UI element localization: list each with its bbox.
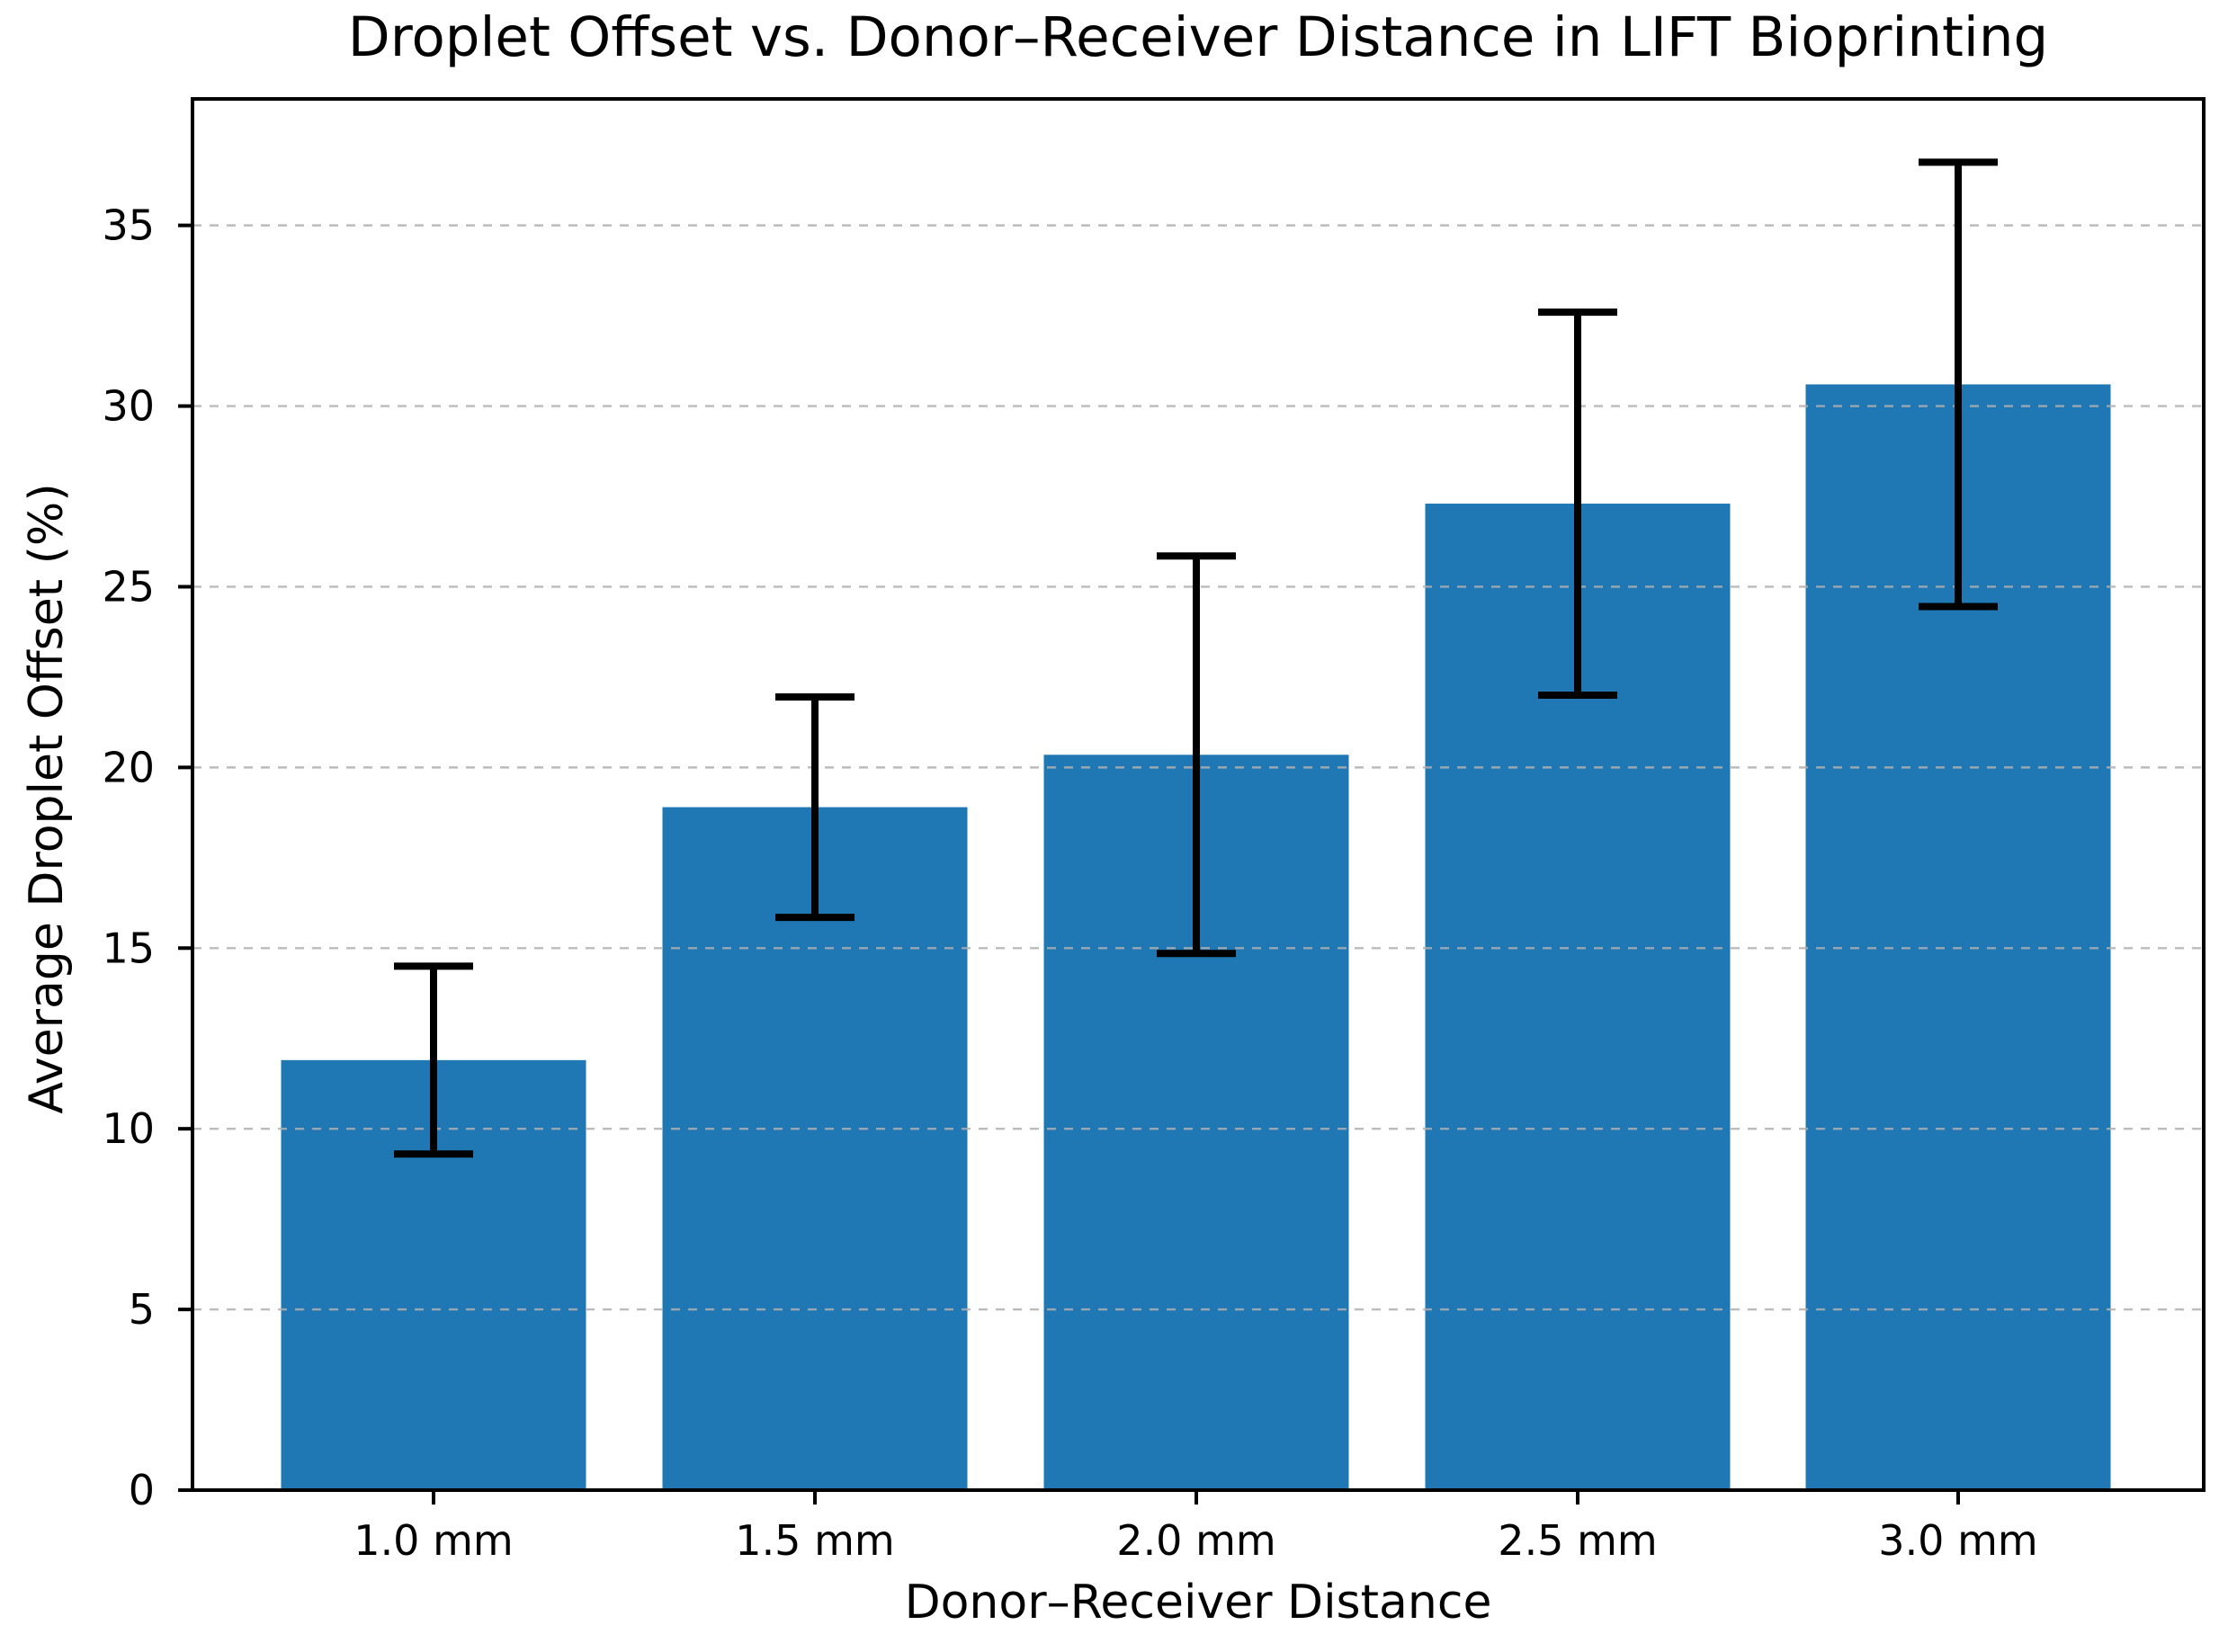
- x-tick-label-2.5-mm: 2.5 mm: [1498, 1516, 1657, 1565]
- bar-1.5-mm: [662, 807, 968, 1490]
- x-tick-label-1.5-mm: 1.5 mm: [735, 1516, 894, 1565]
- chart-title: Droplet Offset vs. Donor–Receiver Distan…: [347, 5, 2049, 69]
- y-tick-label-0: 0: [129, 1466, 155, 1514]
- y-tick-label-35: 35: [102, 201, 155, 250]
- x-tick-label-3.0-mm: 3.0 mm: [1878, 1516, 2037, 1565]
- y-tick-label-5: 5: [129, 1285, 155, 1334]
- x-tick-label-2.0-mm: 2.0 mm: [1116, 1516, 1275, 1565]
- y-tick-label-30: 30: [102, 382, 155, 431]
- y-tick-label-25: 25: [102, 562, 155, 611]
- y-tick-label-20: 20: [102, 743, 155, 791]
- x-tick-label-1.0-mm: 1.0 mm: [353, 1516, 513, 1565]
- x-axis-label: Donor–Receiver Distance: [904, 1576, 1492, 1630]
- y-tick-label-15: 15: [102, 924, 155, 972]
- y-tick-label-10: 10: [102, 1104, 155, 1153]
